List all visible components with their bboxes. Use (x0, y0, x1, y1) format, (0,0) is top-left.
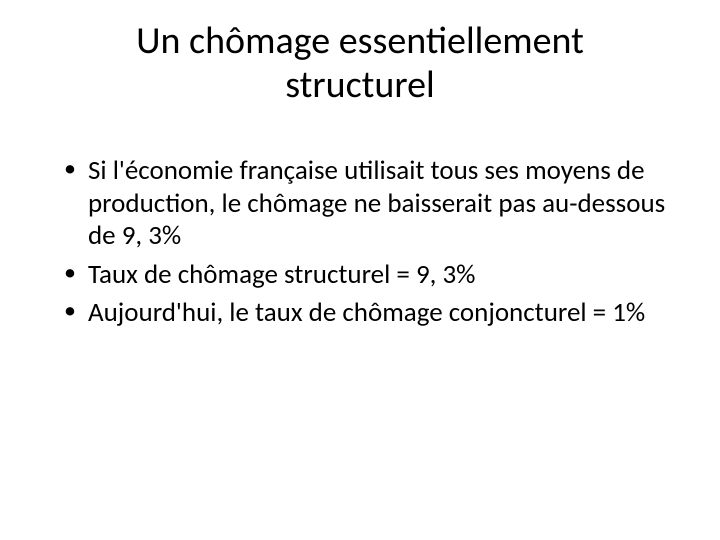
slide: Un chômage essentiellement structurel Si… (0, 0, 720, 540)
list-item: Taux de chômage structurel = 9, 3% (60, 259, 670, 291)
list-item: Si l'économie française utilisait tous s… (60, 155, 670, 252)
list-item: Aujourd'hui, le taux de chômage conjonct… (60, 297, 670, 329)
slide-title: Un chômage essentiellement structurel (50, 20, 670, 107)
bullet-list: Si l'économie française utilisait tous s… (50, 155, 670, 329)
